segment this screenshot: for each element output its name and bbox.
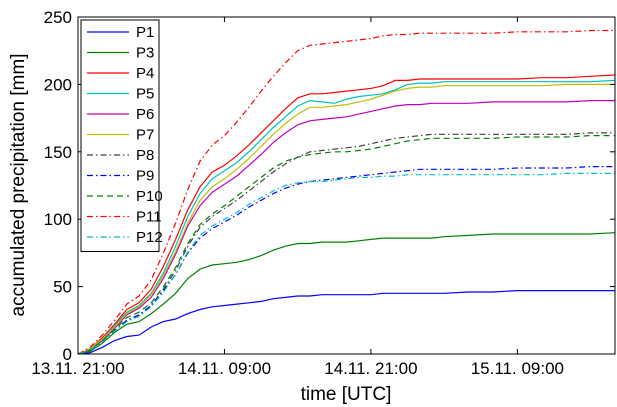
- y-tick-label: 50: [53, 278, 72, 297]
- legend-label-p7: P7: [136, 127, 154, 144]
- legend: P1 P3 P4 P5 P6 P7 P8 P9 P10 P11 P12: [80, 19, 163, 252]
- series-line-p4: [77, 74, 616, 355]
- legend-label-p8: P8: [136, 147, 154, 164]
- y-tick-label: 200: [44, 75, 72, 94]
- legend-box: [80, 19, 160, 252]
- x-tick-label: 14.11. 09:00: [178, 359, 271, 378]
- legend-label-p4: P4: [136, 65, 154, 82]
- legend-label-p1: P1: [136, 24, 154, 41]
- series-line-p3: [77, 232, 616, 355]
- y-tick-label: 250: [44, 8, 72, 27]
- ticks-layer: 0 50 100 150 200 250 13.11. 21:00 14.11. 09:00 1…: [31, 8, 615, 378]
- series-line-p10: [77, 135, 615, 355]
- legend-label-p11: P11: [136, 209, 162, 226]
- legend-label-p10: P10: [136, 188, 163, 205]
- series-line-p1: [77, 290, 615, 355]
- series-line-p6: [77, 99, 615, 355]
- y-tick-label: 150: [44, 143, 72, 162]
- y-axis-label: accumulated precipitation [mm]: [8, 54, 29, 317]
- series-line-p11: [77, 29, 615, 355]
- legend-label-p3: P3: [136, 45, 154, 62]
- x-tick-label: 15.11. 09:00: [471, 359, 564, 378]
- x-tick-label: 14.11. 21:00: [324, 359, 417, 378]
- series-line-p5: [77, 79, 616, 355]
- x-tick-label: 13.11. 21:00: [31, 359, 124, 378]
- series-layer: [77, 29, 616, 355]
- plot-area: [78, 17, 615, 354]
- legend-label-p6: P6: [136, 106, 154, 123]
- legend-label-p5: P5: [136, 86, 154, 103]
- legend-label-p12: P12: [136, 229, 163, 246]
- series-line-p12: [77, 172, 615, 355]
- y-tick-label: 0: [63, 345, 72, 364]
- y-tick-label: 100: [44, 210, 72, 229]
- legend-label-p9: P9: [136, 168, 154, 185]
- series-line-p7: [77, 83, 615, 355]
- x-axis-label: time [UTC]: [301, 384, 392, 405]
- plot-frame: [77, 16, 616, 355]
